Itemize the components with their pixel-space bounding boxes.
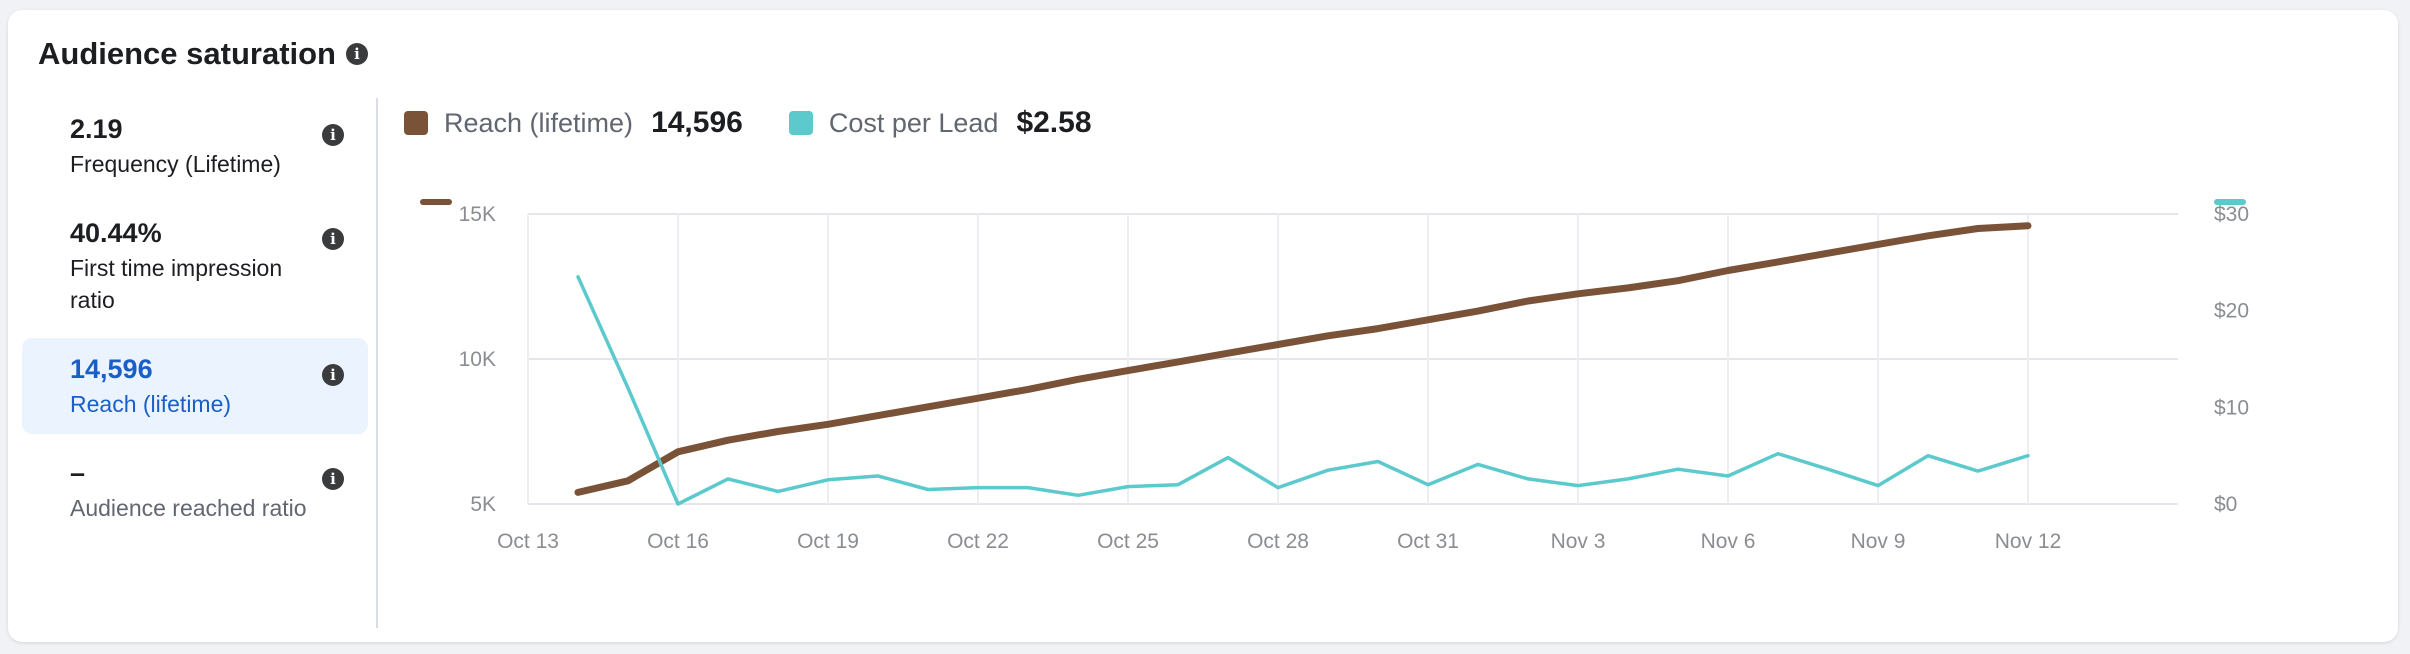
- y-left-axis-marker: [420, 199, 452, 205]
- y-left-tick-label: 15K: [459, 203, 496, 226]
- x-tick-label: Nov 9: [1851, 530, 1906, 553]
- legend-label: Cost per Lead: [828, 107, 999, 138]
- info-icon[interactable]: i: [322, 228, 344, 250]
- metric-value: 40.44%: [70, 218, 162, 248]
- x-tick-label: Nov 3: [1551, 530, 1606, 553]
- legend-value: $2.58: [1016, 106, 1092, 139]
- x-tick-label: Oct 19: [797, 530, 859, 553]
- x-tick-label: Nov 6: [1701, 530, 1756, 553]
- x-tick-label: Oct 16: [647, 530, 709, 553]
- series-line-cost-per-lead: [576, 275, 2030, 506]
- series-line-reach: [574, 222, 2032, 496]
- x-tick-label: Oct 13: [497, 530, 559, 553]
- metric-value: 14,596: [70, 354, 153, 384]
- metric-value: –: [70, 458, 86, 488]
- metric-first-time-impression[interactable]: 40.44% First time impression ratio i: [22, 202, 368, 330]
- legend-swatch-reach: [404, 111, 428, 135]
- info-icon[interactable]: i: [322, 364, 344, 386]
- x-tick-label: Oct 28: [1247, 530, 1309, 553]
- metric-audience-reached[interactable]: – Audience reached ratio i: [22, 442, 368, 538]
- info-icon[interactable]: i: [322, 124, 344, 146]
- panel-divider: [376, 98, 378, 628]
- line-chart: 5K 10K 15K $0 $10 $20 $30 Oct 13 Oct 16 Oct 19 Oct…: [420, 199, 2249, 553]
- info-icon[interactable]: i: [322, 468, 344, 490]
- metric-list: 2.19 Frequency (Lifetime) i 40.44% First…: [22, 98, 368, 546]
- metric-value: 2.19: [70, 114, 123, 144]
- y-left-tick-label: 5K: [470, 493, 496, 516]
- y-left-tick-label: 10K: [459, 348, 496, 371]
- x-tick-label: Oct 25: [1097, 530, 1159, 553]
- card-title-row: Audience saturation i: [38, 36, 368, 72]
- page-title: Audience saturation: [38, 36, 336, 71]
- legend-item-cpl[interactable]: Cost per Lead $2.58: [788, 106, 1092, 140]
- x-tick-label: Nov 12: [1995, 530, 2062, 553]
- metric-label: Frequency (Lifetime): [70, 151, 281, 177]
- legend-value: 14,596: [651, 106, 743, 139]
- y-right-tick-label: $20: [2214, 300, 2249, 323]
- chart-legend: Reach (lifetime) 14,596 Cost per Lead $2…: [404, 106, 1138, 140]
- legend-item-reach[interactable]: Reach (lifetime) 14,596: [404, 106, 743, 140]
- y-right-axis-marker: [2214, 199, 2246, 205]
- metric-label: Audience reached ratio: [70, 495, 307, 521]
- metric-frequency[interactable]: 2.19 Frequency (Lifetime) i: [22, 98, 368, 194]
- audience-saturation-card: Audience saturation i 2.19 Frequency (Li…: [8, 10, 2398, 642]
- y-right-tick-label: $30: [2214, 203, 2249, 226]
- info-icon[interactable]: i: [346, 43, 368, 65]
- legend-swatch-cpl: [788, 111, 813, 135]
- metric-label: Reach (lifetime): [70, 391, 232, 417]
- y-right-tick-label: $10: [2214, 396, 2249, 419]
- legend-label: Reach (lifetime): [444, 107, 634, 138]
- metric-reach[interactable]: 14,596 Reach (lifetime) i: [22, 338, 368, 434]
- x-tick-label: Oct 31: [1397, 530, 1459, 553]
- metric-label: First time impression ratio: [70, 255, 283, 313]
- x-tick-label: Oct 22: [947, 530, 1009, 553]
- y-right-tick-label: $0: [2214, 493, 2237, 516]
